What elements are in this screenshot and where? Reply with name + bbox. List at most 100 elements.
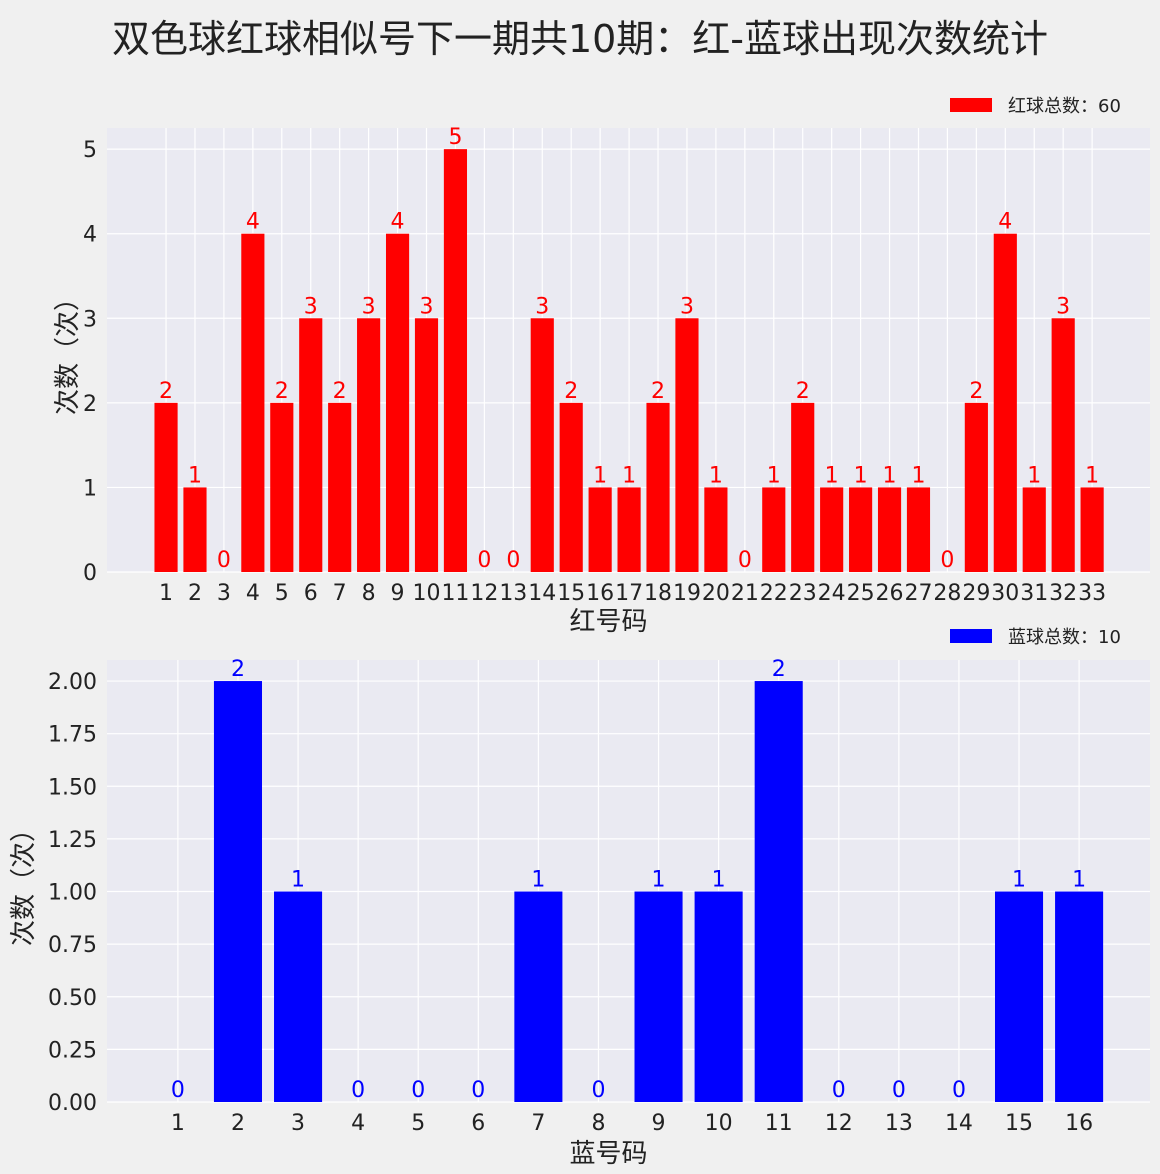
x-tick-label: 26 bbox=[876, 581, 904, 606]
y-tick-label: 0.75 bbox=[48, 933, 97, 958]
x-tick-label: 29 bbox=[962, 581, 990, 606]
bar bbox=[994, 891, 1044, 1102]
bar bbox=[154, 402, 178, 572]
bar bbox=[357, 318, 381, 572]
bar-value-label: 4 bbox=[998, 210, 1012, 235]
x-tick-label: 22 bbox=[760, 581, 788, 606]
chart-title: 双色球红球相似号下一期共10期：红-蓝球出现次数统计 bbox=[111, 17, 1049, 61]
x-tick-label: 14 bbox=[945, 1111, 973, 1136]
x-tick-label: 15 bbox=[557, 581, 585, 606]
x-tick-label: 14 bbox=[528, 581, 556, 606]
y-axis-label: 次数（次） bbox=[53, 285, 83, 415]
x-tick-label: 4 bbox=[246, 581, 260, 606]
bar-value-label: 3 bbox=[680, 294, 694, 319]
y-tick-label: 2 bbox=[83, 392, 97, 417]
legend: 蓝球总数：10 bbox=[950, 627, 1121, 648]
bar bbox=[299, 318, 323, 572]
x-tick-label: 10 bbox=[705, 1111, 733, 1136]
bar-value-label: 0 bbox=[738, 548, 752, 573]
subplot-2: 0.000.250.500.751.001.251.501.752.001 2 3 4… bbox=[9, 627, 1150, 1169]
x-tick-label: 8 bbox=[591, 1111, 605, 1136]
bar bbox=[877, 487, 902, 572]
bar-value-label: 0 bbox=[952, 1078, 966, 1103]
x-tick-label: 16 bbox=[586, 581, 614, 606]
bar-value-label: 3 bbox=[304, 294, 318, 319]
bar-value-label: 3 bbox=[419, 294, 433, 319]
x-tick-label: 9 bbox=[652, 1111, 666, 1136]
bar bbox=[328, 402, 352, 572]
bar-value-label: 4 bbox=[246, 210, 260, 235]
legend-label: 蓝球总数：10 bbox=[1008, 627, 1121, 648]
x-tick-label: 9 bbox=[391, 581, 405, 606]
bar bbox=[993, 233, 1017, 572]
x-tick-label: 6 bbox=[304, 581, 318, 606]
legend-swatch bbox=[950, 98, 992, 112]
bar-value-label: 2 bbox=[651, 379, 665, 404]
legend-label: 红球总数：60 bbox=[1008, 96, 1121, 117]
bar-value-label: 1 bbox=[1072, 868, 1086, 893]
bar-value-label: 1 bbox=[709, 463, 723, 488]
bar bbox=[694, 891, 743, 1102]
bar-value-label: 1 bbox=[188, 463, 202, 488]
bar-value-label: 0 bbox=[832, 1078, 846, 1103]
bar-value-label: 2 bbox=[564, 379, 578, 404]
bar bbox=[634, 891, 683, 1102]
bar-value-label: 3 bbox=[1056, 294, 1070, 319]
bar bbox=[588, 487, 612, 572]
bar-value-label: 2 bbox=[275, 379, 289, 404]
bar bbox=[274, 891, 323, 1102]
y-tick-label: 3 bbox=[83, 307, 97, 332]
x-tick-label: 19 bbox=[673, 581, 701, 606]
x-tick-label: 2 bbox=[231, 1111, 245, 1136]
bar bbox=[849, 487, 873, 572]
x-tick-label: 28 bbox=[933, 581, 961, 606]
bar bbox=[675, 318, 699, 572]
bar-value-label: 0 bbox=[591, 1078, 605, 1103]
bar bbox=[704, 487, 728, 572]
x-tick-label: 7 bbox=[531, 1111, 545, 1136]
bar-value-label: 5 bbox=[448, 125, 462, 150]
x-tick-label: 13 bbox=[499, 581, 527, 606]
y-axis-label: 次数（次） bbox=[9, 816, 39, 946]
bar bbox=[820, 487, 844, 572]
bar-value-label: 1 bbox=[1012, 868, 1026, 893]
bar-value-label: 2 bbox=[796, 379, 810, 404]
bar-value-label: 0 bbox=[506, 548, 520, 573]
bar-value-label: 2 bbox=[969, 379, 983, 404]
bar bbox=[1055, 891, 1104, 1102]
bar-value-label: 1 bbox=[712, 868, 726, 893]
bar-value-label: 0 bbox=[171, 1078, 185, 1103]
x-tick-label: 2 bbox=[188, 581, 202, 606]
bar-value-label: 0 bbox=[411, 1078, 425, 1103]
bar-value-label: 1 bbox=[825, 463, 839, 488]
y-tick-label: 1.25 bbox=[48, 828, 97, 853]
x-tick-label: 5 bbox=[275, 581, 289, 606]
bar-value-label: 4 bbox=[391, 210, 405, 235]
x-tick-label: 24 bbox=[818, 581, 846, 606]
plot-area bbox=[107, 660, 1150, 1102]
x-tick-label: 7 bbox=[333, 581, 347, 606]
bar-value-label: 0 bbox=[351, 1078, 365, 1103]
bar-value-label: 1 bbox=[1085, 463, 1099, 488]
y-tick-label: 2.00 bbox=[48, 670, 97, 695]
bar bbox=[964, 402, 988, 572]
bar bbox=[617, 487, 641, 572]
bar-value-label: 0 bbox=[892, 1078, 906, 1103]
bar bbox=[241, 233, 265, 572]
x-tick-label: 4 bbox=[351, 1111, 365, 1136]
bar-value-label: 1 bbox=[911, 463, 925, 488]
x-tick-label: 17 bbox=[615, 581, 643, 606]
y-tick-label: 0.50 bbox=[48, 986, 97, 1011]
x-tick-label: 3 bbox=[217, 581, 231, 606]
bar bbox=[270, 402, 294, 572]
bar-value-label: 3 bbox=[535, 294, 549, 319]
bar bbox=[443, 149, 468, 572]
bar bbox=[559, 402, 583, 572]
x-tick-label: 13 bbox=[885, 1111, 913, 1136]
x-tick-label: 11 bbox=[765, 1111, 793, 1136]
x-tick-label: 21 bbox=[731, 581, 759, 606]
bar-value-label: 2 bbox=[231, 657, 245, 682]
bar-value-label: 2 bbox=[159, 379, 173, 404]
